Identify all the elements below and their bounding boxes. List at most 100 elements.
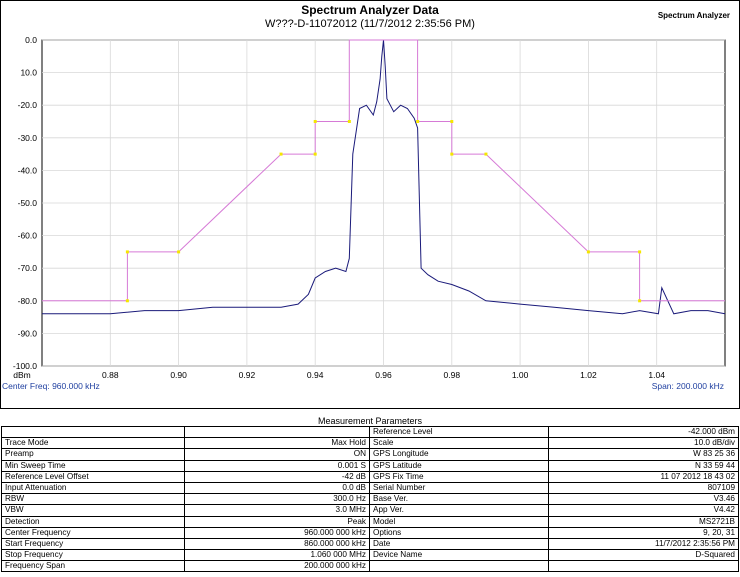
param-value: 960.000 000 kHz <box>184 526 370 539</box>
table-row: Start Frequency 860.000 000 kHz Date 11/7/2… <box>1 537 739 551</box>
param-label: Model <box>369 515 549 528</box>
param-value: 11 07 2012 18 43 02 <box>548 470 739 483</box>
y-tick-label: -80.0 <box>18 296 38 306</box>
param-label: Base Ver. <box>369 493 549 506</box>
param-value: 1.060 000 MHz <box>184 549 370 562</box>
y-tick-label: -20.0 <box>18 100 38 110</box>
y-tick-label: -50.0 <box>18 198 38 208</box>
y-tick-label: 10.0 <box>20 68 37 78</box>
mask-vertex <box>638 250 642 254</box>
param-label: GPS Longitude <box>369 448 549 461</box>
mask-vertex <box>416 120 420 123</box>
y-tick-label: -100.0 <box>13 361 37 371</box>
y-tick-label: -40.0 <box>18 165 38 175</box>
table-row: Reference Level -42.000 dBm <box>1 425 739 439</box>
table-row: Stop Frequency 1.060 000 MHz Device Name D-… <box>1 549 739 562</box>
table-row: Input Attenuation 0.0 dB Serial Number 8071… <box>1 481 739 495</box>
param-value <box>548 560 739 573</box>
spectrum-chart: 0.0 10.0 -20.0 -30.0 -40.0 -50.0 -60.0 -70.0 -80… <box>13 35 726 380</box>
param-label: App Ver. <box>369 504 549 517</box>
mask-vertex <box>586 250 590 254</box>
param-label: Scale <box>369 437 549 450</box>
param-label: Reference Level <box>369 425 549 439</box>
param-label: Detection <box>1 515 185 528</box>
y-tick-label: -60.0 <box>18 231 38 241</box>
mask-vertex <box>450 120 454 123</box>
mask-vertex <box>279 152 283 156</box>
table-row: VBW 3.0 MHz App Ver. V4.42 <box>1 504 739 517</box>
param-value: N 33 59 44 <box>548 459 739 472</box>
table-row: Reference Level Offset -42 dB GPS Fix Time… <box>1 470 739 483</box>
param-value: 0.0 dB <box>184 481 370 495</box>
param-label: Trace Mode <box>1 437 185 450</box>
param-label: Center Frequency <box>1 526 185 539</box>
chart-subtitle: W???-D-11072012 (11/7/2012 2:35:56 PM) <box>265 18 475 30</box>
corner-label: Spectrum Analyzer <box>657 11 730 20</box>
param-value: V4.42 <box>548 504 739 517</box>
mask-vertex <box>450 152 454 156</box>
param-value: 0.001 S <box>184 459 370 472</box>
x-tick-label: 0.88 <box>102 370 119 380</box>
center-freq-label: Center Freq: 960.000 kHz <box>2 381 100 391</box>
y-tick-label: 0.0 <box>25 35 37 45</box>
param-value: 3.0 MHz <box>184 504 370 517</box>
param-value: V3.46 <box>548 493 739 506</box>
param-label: Frequency Span <box>1 560 185 573</box>
table-row: Min Sweep Time 0.001 S GPS Latitude N 33 59… <box>1 459 739 472</box>
table-row: Frequency Span 200.000 000 kHz <box>1 560 739 573</box>
param-label <box>369 560 549 573</box>
param-value: -42.000 dBm <box>548 425 739 439</box>
chart-title: Spectrum Analyzer Data <box>301 3 439 17</box>
param-label: Start Frequency <box>1 537 185 551</box>
table-row: Preamp ON GPS Longitude W 83 25 36 <box>1 448 739 461</box>
mask-vertex <box>313 152 317 156</box>
x-tick-label: 0.98 <box>444 370 461 380</box>
param-value: 300.0 Hz <box>184 493 370 506</box>
param-label: Stop Frequency <box>1 549 185 562</box>
param-label: GPS Latitude <box>369 459 549 472</box>
param-value <box>184 425 370 439</box>
trace-line <box>42 39 726 315</box>
table-row: Detection Peak Model MS2721B <box>1 515 739 528</box>
x-tick-label: 0.92 <box>239 370 256 380</box>
table-row: RBW 300.0 Hz Base Ver. V3.46 <box>1 493 739 506</box>
param-label: Serial Number <box>369 481 549 495</box>
param-label: Date <box>369 537 549 551</box>
mask-vertex <box>313 120 317 123</box>
param-value: 807109 <box>548 481 739 495</box>
x-tick-label: 1.04 <box>648 370 665 380</box>
param-label: Device Name <box>369 549 549 562</box>
param-value: 200.000 000 kHz <box>184 560 370 573</box>
param-value: 9, 20, 31 <box>548 526 739 539</box>
param-label: GPS Fix Time <box>369 470 549 483</box>
param-label <box>1 425 185 439</box>
param-label: VBW <box>1 504 185 517</box>
mask-vertex <box>125 299 129 303</box>
param-value: Peak <box>184 515 370 528</box>
table-row: Center Frequency 960.000 000 kHz Options 9,… <box>1 526 739 539</box>
mask-vertex <box>125 250 129 254</box>
param-label: RBW <box>1 493 185 506</box>
param-value: ON <box>184 448 370 461</box>
x-tick-label: 0.94 <box>307 370 324 380</box>
y-tick-label: -70.0 <box>18 263 38 273</box>
param-value: -42 dB <box>184 470 370 483</box>
table-row: Trace Mode Max Hold Scale 10.0 dB/div <box>1 437 739 450</box>
y-tick-label: -90.0 <box>18 328 38 338</box>
param-label: Reference Level Offset <box>1 470 185 483</box>
x-tick-label: 0.90 <box>170 370 187 380</box>
param-label: Preamp <box>1 448 185 461</box>
param-value: Max Hold <box>184 437 370 450</box>
param-label: Input Attenuation <box>1 481 185 495</box>
param-label: Min Sweep Time <box>1 459 185 472</box>
param-value: MS2721B <box>548 515 739 528</box>
measurement-table: Reference Level -42.000 dBm Trace Mode Ma… <box>1 425 739 573</box>
param-value: 11/7/2012 2:35:56 PM <box>548 537 739 551</box>
y-tick-label: -30.0 <box>18 133 38 143</box>
x-tick-label: 1.00 <box>512 370 529 380</box>
x-tick-label: 0.96 <box>375 370 392 380</box>
param-value: D-Squared <box>548 549 739 562</box>
param-value: 10.0 dB/div <box>548 437 739 450</box>
mask-vertex <box>347 120 351 123</box>
span-label: Span: 200.000 kHz <box>651 381 724 391</box>
